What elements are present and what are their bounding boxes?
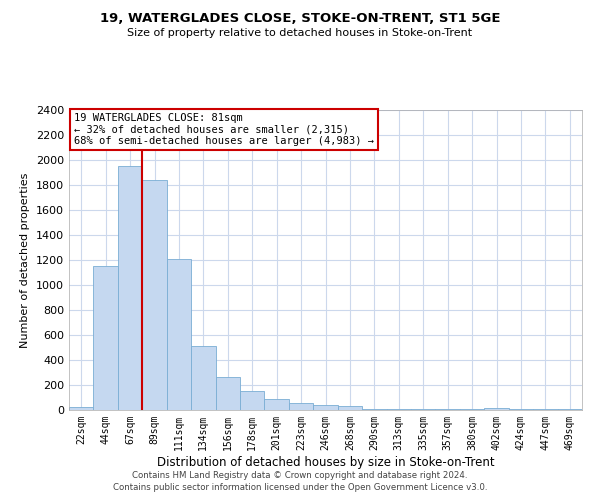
Text: Contains HM Land Registry data © Crown copyright and database right 2024.: Contains HM Land Registry data © Crown c… bbox=[132, 471, 468, 480]
Text: 19, WATERGLADES CLOSE, STOKE-ON-TRENT, ST1 5GE: 19, WATERGLADES CLOSE, STOKE-ON-TRENT, S… bbox=[100, 12, 500, 26]
Bar bbox=[191, 346, 215, 410]
Text: Size of property relative to detached houses in Stoke-on-Trent: Size of property relative to detached ho… bbox=[127, 28, 473, 38]
Text: 19 WATERGLADES CLOSE: 81sqm
← 32% of detached houses are smaller (2,315)
68% of : 19 WATERGLADES CLOSE: 81sqm ← 32% of det… bbox=[74, 113, 374, 146]
Bar bbox=[313, 405, 338, 410]
Bar bbox=[362, 409, 386, 410]
Bar bbox=[386, 409, 411, 410]
Bar bbox=[142, 180, 167, 410]
Bar bbox=[289, 403, 313, 410]
Bar bbox=[69, 407, 94, 410]
Text: Contains public sector information licensed under the Open Government Licence v3: Contains public sector information licen… bbox=[113, 484, 487, 492]
Bar bbox=[215, 377, 240, 410]
Bar bbox=[167, 259, 191, 410]
Bar bbox=[484, 408, 509, 410]
Bar bbox=[338, 406, 362, 410]
Bar bbox=[118, 166, 142, 410]
Bar bbox=[94, 266, 118, 410]
Bar bbox=[265, 400, 289, 410]
X-axis label: Distribution of detached houses by size in Stoke-on-Trent: Distribution of detached houses by size … bbox=[157, 456, 494, 468]
Bar bbox=[240, 391, 265, 410]
Y-axis label: Number of detached properties: Number of detached properties bbox=[20, 172, 31, 348]
